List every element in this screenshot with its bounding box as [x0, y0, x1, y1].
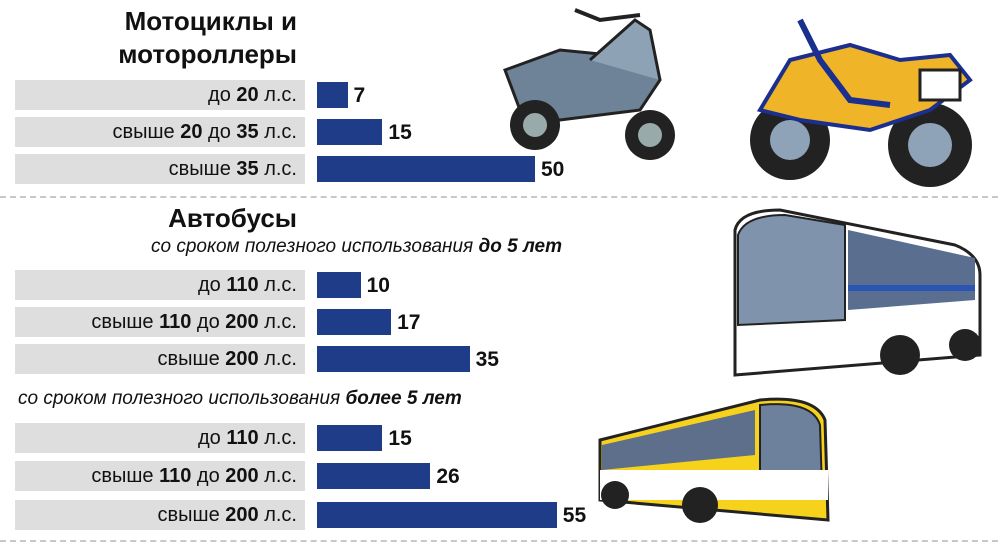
- row-background: [15, 307, 305, 337]
- row-background: [15, 154, 305, 184]
- category-label: свыше 110 до 200 л.с.: [91, 465, 297, 487]
- category-label: свыше 35 л.с.: [168, 158, 297, 180]
- row-background: [15, 461, 305, 491]
- yellow-bus: [598, 397, 830, 523]
- category-label: до 20 л.с.: [208, 84, 297, 106]
- category-label: до 110 л.с.: [198, 427, 297, 449]
- bar: [317, 272, 361, 298]
- separator: [0, 196, 998, 198]
- value-label: 55: [562, 504, 587, 527]
- coach-bus: [733, 208, 982, 377]
- category-label: свыше 200 л.с.: [157, 504, 297, 526]
- value-label: 26: [436, 465, 460, 488]
- chart-subtitle: со сроком полезного использования более …: [18, 388, 462, 409]
- separator: [0, 540, 998, 542]
- bar: [317, 309, 392, 335]
- value-label: 15: [388, 427, 412, 450]
- value-label: 15: [388, 121, 412, 144]
- value-label: 10: [366, 274, 390, 297]
- row-background: [15, 80, 305, 110]
- chart-subtitle: со сроком полезного использования до 5 л…: [151, 236, 562, 257]
- category-label: свыше 20 до 35 л.с.: [112, 121, 297, 143]
- value-label: 17: [397, 311, 421, 334]
- row-background: [15, 270, 305, 300]
- category-label: свыше 200 л.с.: [157, 348, 297, 370]
- motorcycle: [750, 18, 973, 187]
- value-label: 7: [353, 84, 366, 107]
- value-label: 50: [541, 158, 565, 181]
- bar: [317, 463, 431, 489]
- scooter: [503, 8, 675, 160]
- value-label: 35: [475, 348, 499, 371]
- row-background: [15, 344, 305, 374]
- row-background: [15, 500, 305, 530]
- bar: [317, 425, 383, 451]
- bar: [317, 346, 470, 372]
- category-label: свыше 110 до 200 л.с.: [91, 311, 297, 333]
- bar: [317, 502, 557, 528]
- bar: [317, 156, 535, 182]
- row-background: [15, 117, 305, 147]
- bar: [317, 119, 383, 145]
- bar: [317, 82, 348, 108]
- row-background: [15, 423, 305, 453]
- category-label: до 110 л.с.: [198, 274, 297, 296]
- chart-title: Автобусы: [168, 203, 297, 233]
- chart-title: Мотоциклы и мотороллеры: [118, 6, 297, 69]
